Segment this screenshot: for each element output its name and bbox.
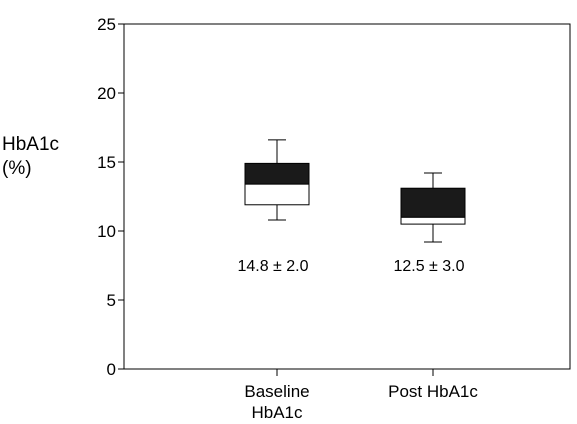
y-axis-label-line-2: (%): [2, 158, 32, 179]
y-axis-label-line-1: HbA1c: [2, 134, 60, 155]
y-tick-label: 0: [107, 360, 116, 379]
plot-frame: [123, 23, 571, 370]
x-tick-label: Baseline HbA1c: [244, 382, 309, 422]
box-annotation: 12.5 ± 3.0: [393, 258, 464, 275]
y-tick-label: 10: [97, 222, 116, 241]
box-annotation: 14.8 ± 2.0: [237, 258, 308, 275]
box-2: 12.5 ± 3.0: [393, 172, 466, 275]
x-axis: Baseline HbA1c Post HbA1c: [244, 369, 478, 422]
y-axis: 0 5 10 15 20 25: [97, 15, 124, 379]
x-tick-label-line: HbA1c: [251, 403, 303, 422]
y-tick-label: 20: [97, 84, 116, 103]
y-tick-label: 15: [97, 153, 116, 172]
box-upper-half: [244, 162, 310, 185]
y-axis-label: HbA1c (%): [2, 133, 59, 181]
y-tick-label: 25: [97, 15, 116, 34]
x-tick-label: Post HbA1c: [388, 382, 478, 401]
x-tick-label-line: Baseline: [244, 382, 309, 401]
boxes: 14.8 ± 2.0 12.5 ± 3.0: [237, 139, 466, 275]
box-upper-half: [400, 187, 466, 218]
box-lower-half: [244, 183, 310, 206]
x-tick-label-line: Post HbA1c: [388, 382, 478, 401]
y-tick-label: 5: [107, 291, 116, 310]
box-lower-half: [400, 216, 466, 225]
box-1: 14.8 ± 2.0: [237, 139, 310, 275]
